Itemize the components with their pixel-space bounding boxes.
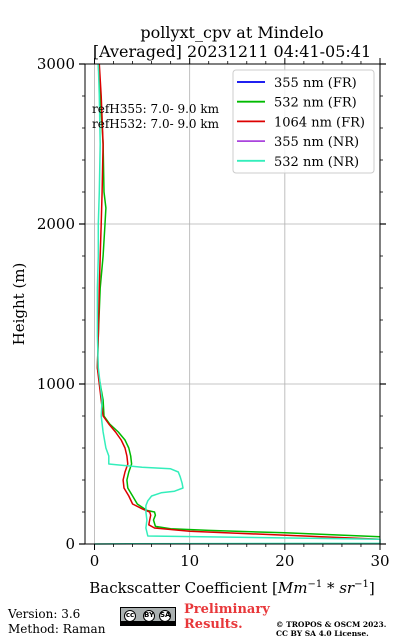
x-tick-label: 0 — [90, 552, 100, 570]
y-axis-label: Height (m) — [10, 263, 28, 346]
legend-label: 532 nm (NR) — [274, 155, 359, 170]
x-tick-label: 10 — [180, 552, 199, 570]
series-line-1 — [96, 63, 381, 538]
series-layer — [94, 63, 381, 545]
ticks: 0 10 20 30 0 1000 2000 3000 — [37, 55, 390, 570]
legend-label: 355 nm (NR) — [274, 135, 359, 150]
x-axis-label: Backscatter Coefficient [Mm−1 * sr−1] — [89, 579, 374, 597]
copyright-line1: © TROPOS & OSCM 2023. — [276, 620, 387, 629]
copyright-line2: CC BY SA 4.0 License. — [276, 629, 369, 638]
version-text: Version: 3.6 — [8, 607, 81, 621]
cc-license-logo: cc BY SA — [120, 607, 176, 626]
y-tick-label: 0 — [65, 535, 75, 553]
copyright-notice: © TROPOS & OSCM 2023. CC BY SA 4.0 Licen… — [276, 620, 386, 638]
preliminary-line1: Preliminary — [184, 602, 270, 617]
plot-frame — [84, 63, 381, 545]
method-text: Method: Raman — [8, 622, 106, 636]
legend-label: 532 nm (FR) — [274, 96, 357, 111]
annotation-refh355: refH355: 7.0- 9.0 km — [92, 102, 220, 116]
chart-subtitle: [Averaged] 20231211 04:41-05:41 — [93, 42, 371, 61]
legend-label: 355 nm (FR) — [274, 76, 357, 91]
x-axis-label-text: Backscatter Coefficient [ — [89, 579, 278, 597]
chart-title: pollyxt_cpv at Mindelo — [140, 23, 323, 42]
footer-info: Version: 3.6 Method: Raman — [8, 607, 105, 637]
preliminary-notice: Preliminary Results. — [184, 602, 270, 632]
legend-label: 1064 nm (FR) — [274, 115, 365, 130]
series-line-4 — [94, 63, 381, 545]
series-line-2 — [96, 63, 381, 540]
y-tick-label: 2000 — [37, 215, 75, 233]
preliminary-line2: Results. — [184, 617, 243, 632]
x-tick-label: 30 — [370, 552, 389, 570]
legend-box — [232, 69, 375, 174]
legend: 355 nm (FR) 532 nm (FR) 1064 nm (FR) 355 nm… — [232, 69, 375, 174]
x-tick-label: 20 — [275, 552, 294, 570]
annotation-refh532: refH532: 7.0- 9.0 km — [92, 117, 220, 131]
cc-strip — [121, 621, 175, 625]
y-tick-label: 3000 — [37, 55, 75, 73]
y-tick-label: 1000 — [37, 375, 75, 393]
